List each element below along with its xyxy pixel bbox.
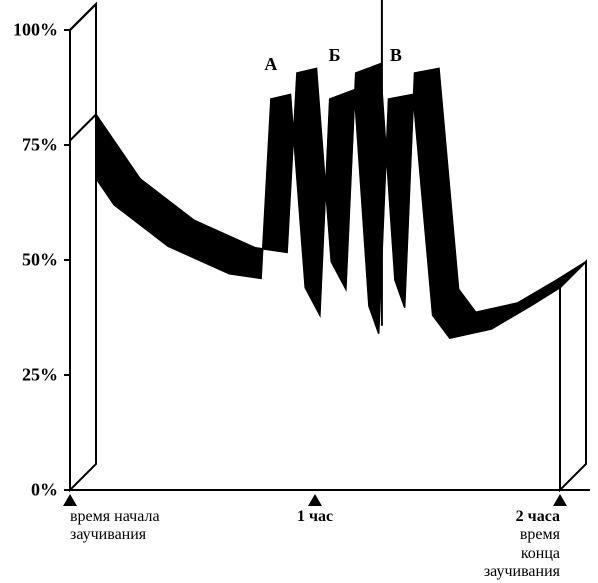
x-label-0: время началазаучивания xyxy=(70,508,160,545)
x-label-line: 1 час xyxy=(297,508,333,526)
ytick-50: 50% xyxy=(22,250,58,271)
chart-root: { "chart": { "type": "ribbon-line", "can… xyxy=(0,0,598,583)
x-label-1: 1 час xyxy=(297,508,333,526)
x-marker-1 xyxy=(308,494,322,506)
peak-label-b: Б xyxy=(329,45,341,66)
x-marker-2 xyxy=(553,494,567,506)
x-label-line: заучивания xyxy=(70,526,160,544)
ytick-0: 0% xyxy=(31,480,58,501)
x-label-line: время конца xyxy=(484,526,560,563)
ytick-75: 75% xyxy=(22,135,58,156)
ytick-25: 25% xyxy=(22,365,58,386)
peak-label-v: В xyxy=(390,45,402,66)
x-label-line: заучивания xyxy=(484,563,560,581)
x-marker-0 xyxy=(63,494,77,506)
x-label-2: 2 часавремя концазаучивания xyxy=(484,508,560,582)
peak-label-a: А xyxy=(264,54,277,75)
x-label-line: 2 часа xyxy=(484,508,560,526)
x-label-line: время начала xyxy=(70,508,160,526)
ytick-100: 100% xyxy=(13,20,58,41)
plot-svg xyxy=(0,0,598,583)
